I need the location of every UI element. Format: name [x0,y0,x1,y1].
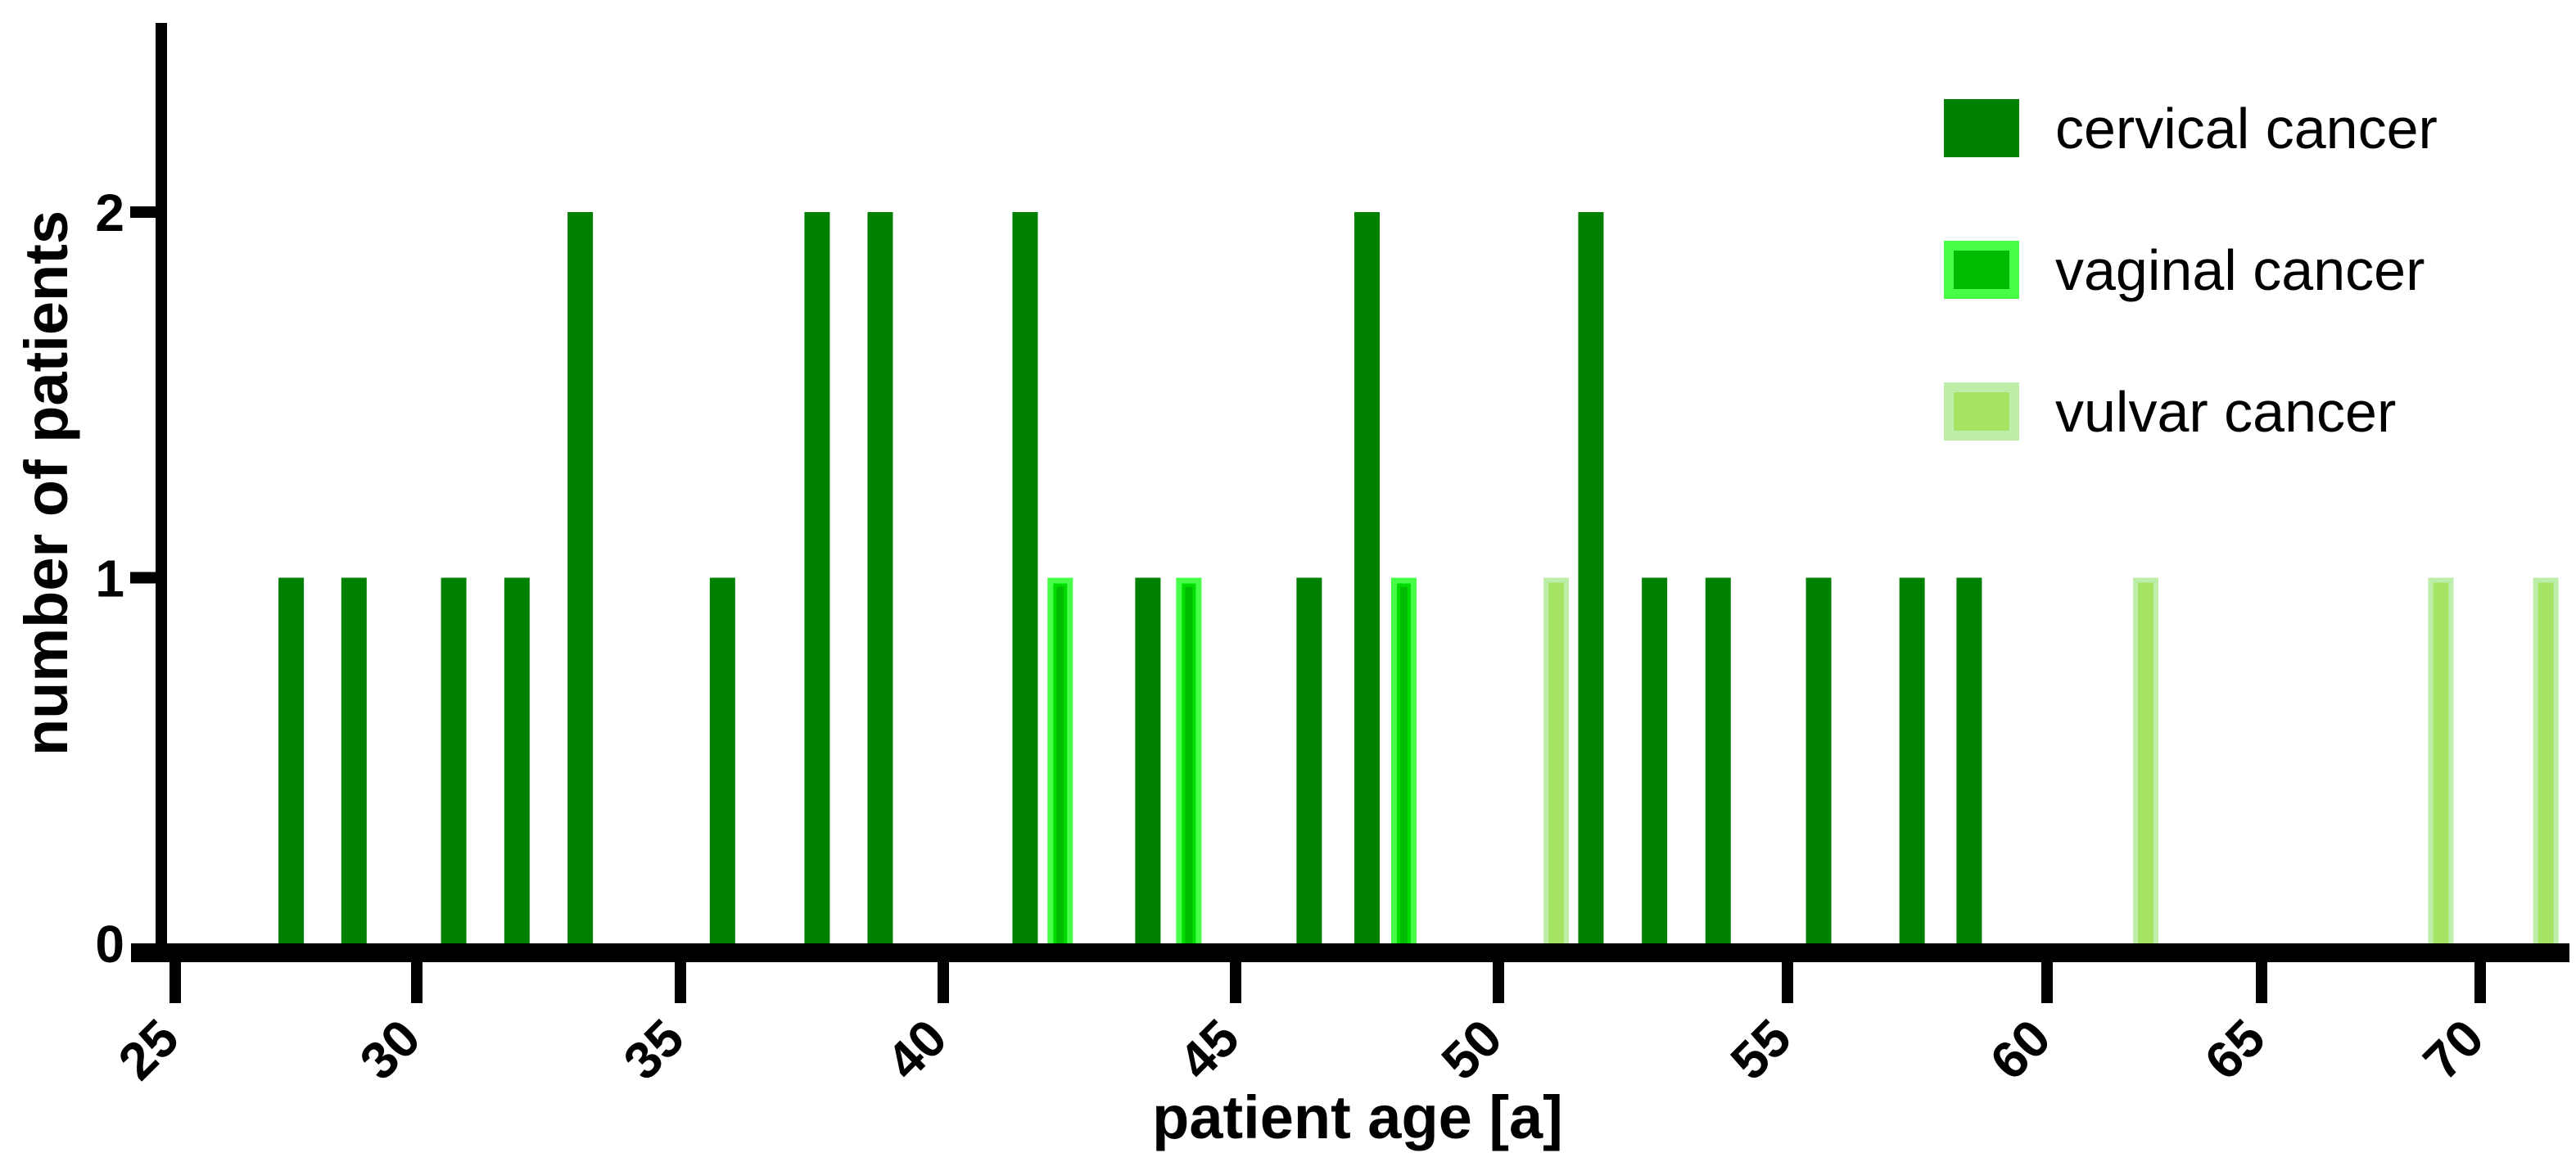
y-tick-label-2: 2 [95,183,124,242]
bar-cervical-age-46.4 [1296,577,1322,943]
bar-core [1185,586,1193,943]
bar-cervical-age-30.7 [441,577,467,943]
legend-item-vaginal: vaginal cancer [1944,238,2425,302]
bar-rect [1705,577,1731,943]
series-cervical [278,212,1982,943]
bar-cervical-age-52.7 [1642,577,1668,943]
x-tick-label-55: 55 [1720,1008,1802,1091]
x-tick-label-70: 70 [2412,1008,2495,1091]
bar-core [1056,586,1064,943]
bar-cervical-age-47.5 [1354,212,1380,943]
x-tick-50 [1493,962,1504,1003]
bar-rect [504,577,530,943]
bar-vulvar-age-62.3 [2133,577,2159,943]
legend-swatch-inner-vaginal [1954,251,2009,289]
bar-rect [1642,577,1668,943]
bar-cervical-age-38.8 [867,212,893,943]
bar-vulvar-age-69.1 [2428,577,2454,943]
bar-core [1399,586,1408,943]
bar-rect [1012,212,1038,943]
bar-cervical-age-31.9 [504,577,530,943]
legend-label-vulvar: vulvar cancer [2055,380,2396,444]
bar-rect [1578,212,1604,943]
bar-rect [804,212,830,943]
bar-fill [1548,582,1565,943]
x-tick-60 [2041,962,2053,1003]
bar-cervical-age-58.5 [1956,577,1982,943]
bar-rect [1805,577,1832,943]
bars [278,212,2559,943]
x-tick-55 [1782,962,1793,1003]
y-axis-line [156,23,167,962]
bar-cervical-age-51.6 [1578,212,1604,943]
y-tick-label-0: 0 [95,915,124,974]
legend-label-vaginal: vaginal cancer [2055,238,2425,302]
x-tick-label-25: 25 [107,1008,190,1091]
legend: cervical cancer vaginal cancer vulvar canc… [1944,97,2438,444]
x-axis-title: patient age [a] [1152,1083,1563,1151]
legend-swatch-inner-vulvar [1954,392,2009,431]
x-tick-70 [2474,962,2486,1003]
bar-rect [567,212,594,943]
x-tick-label-45: 45 [1168,1008,1250,1091]
bar-rect [341,577,367,943]
bar-rect [1296,577,1322,943]
bar-cervical-age-55.6 [1805,577,1832,943]
bar-rect [1354,212,1380,943]
x-tick-label-40: 40 [875,1008,958,1091]
x-axis-line [131,943,2569,962]
x-tick-label-30: 30 [349,1008,432,1091]
bar-rect [1956,577,1982,943]
axes: 0 1 2 25 30 35 40 45 50 55 60 65 70 number of patient… [12,23,2569,1151]
x-tick-65 [2256,962,2267,1003]
bar-fill [2433,582,2449,943]
legend-label-cervical: cervical cancer [2055,97,2438,161]
series-vaginal [1047,577,1417,943]
series-vulvar [1543,577,2559,943]
bar-rect [867,212,893,943]
x-tick-25 [169,962,181,1003]
x-tick-30 [411,962,423,1003]
bar-cervical-age-37.6 [804,212,830,943]
y-axis-title: number of patients [12,210,80,756]
bar-rect [278,577,305,943]
bar-fill [2538,582,2554,943]
bar-cervical-age-27.4 [278,577,305,943]
y-tick-label-1: 1 [95,549,124,608]
legend-item-vulvar: vulvar cancer [1944,380,2396,444]
bar-vulvar-age-51 [1543,577,1570,943]
bar-rect [709,577,735,943]
legend-swatch-cervical [1944,99,2019,157]
y-tick-1 [130,572,156,584]
bar-cervical-age-35.8 [709,577,735,943]
bar-cervical-age-33.1 [567,212,594,943]
bar-fill [2138,582,2154,943]
bar-vulvar-age-71.5 [2533,577,2559,943]
bar-vaginal-age-44.2 [1176,577,1202,943]
bar-cervical-age-41.4 [1012,212,1038,943]
bar-rect [1135,577,1161,943]
y-tick-2 [130,206,156,218]
bar-cervical-age-43.5 [1135,577,1161,943]
bar-rect [441,577,467,943]
legend-item-cervical: cervical cancer [1944,97,2438,161]
x-tick-label-35: 35 [612,1008,695,1091]
bar-rect [1899,577,1925,943]
x-tick-45 [1230,962,1241,1003]
x-tick-label-50: 50 [1430,1008,1513,1091]
x-tick-40 [938,962,949,1003]
bar-cervical-age-53.8 [1705,577,1731,943]
bar-cervical-age-28.7 [341,577,367,943]
x-tick-label-60: 60 [1979,1008,2062,1091]
bar-vaginal-age-48.2 [1390,577,1417,943]
bar-vaginal-age-42 [1047,577,1073,943]
x-tick-35 [675,962,686,1003]
x-tick-label-65: 65 [2194,1008,2276,1091]
bar-cervical-age-57.4 [1899,577,1925,943]
